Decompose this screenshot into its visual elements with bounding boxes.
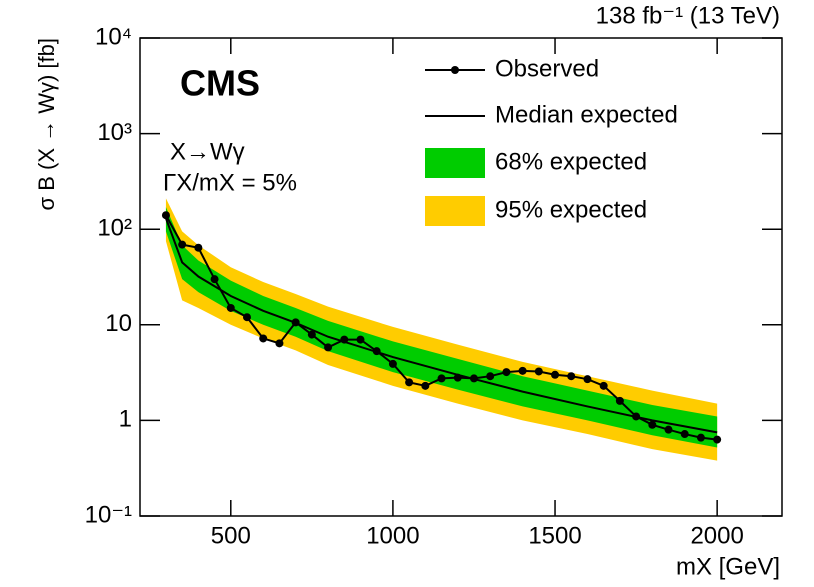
chart-title: 138 fb⁻¹ (13 TeV) xyxy=(596,2,780,29)
observed-point xyxy=(680,430,689,439)
experiment-label: CMS xyxy=(180,63,260,104)
observed-point xyxy=(161,211,170,220)
observed-point xyxy=(259,334,268,343)
observed-point xyxy=(356,335,365,344)
observed-point xyxy=(324,343,333,352)
observed-point xyxy=(469,374,478,383)
observed-point xyxy=(486,372,495,381)
observed-point xyxy=(210,275,219,284)
legend-swatch xyxy=(425,148,485,178)
x-tick-label: 1000 xyxy=(366,522,419,549)
y-tick-label: 10² xyxy=(97,215,132,242)
observed-point xyxy=(648,420,657,429)
plot-frame xyxy=(139,37,783,517)
observed-point xyxy=(388,359,397,368)
y-tick-label: 10 xyxy=(105,310,132,337)
y-tick-label: 10⁴ xyxy=(95,23,132,50)
observed-point xyxy=(275,339,284,348)
observed-point xyxy=(502,368,511,377)
observed-point xyxy=(340,335,349,344)
legend-label: Observed xyxy=(495,55,599,82)
observed-point xyxy=(534,367,543,376)
observed-point xyxy=(615,396,624,405)
y-tick-label: 1 xyxy=(119,406,132,433)
legend-swatch xyxy=(425,196,485,226)
legend-label: Median expected xyxy=(495,101,678,128)
x-tick-label: 1500 xyxy=(528,522,581,549)
observed-point xyxy=(696,433,705,442)
observed-point xyxy=(567,372,576,381)
observed-point xyxy=(664,425,673,434)
x-tick-label: 2000 xyxy=(690,522,743,549)
observed-point xyxy=(518,366,527,375)
annotation: ΓX/mX = 5% xyxy=(163,169,297,196)
observed-point xyxy=(226,303,235,312)
observed-point xyxy=(453,373,462,382)
y-tick-label: 10⁻¹ xyxy=(85,501,132,528)
observed-point xyxy=(194,243,203,252)
y-axis-label: σ B (X → Wγ) [fb] xyxy=(34,38,59,210)
observed-point xyxy=(551,370,560,379)
median-line xyxy=(165,217,718,434)
observed-point xyxy=(372,347,381,356)
observed-point xyxy=(583,375,592,384)
x-tick-label: 500 xyxy=(211,522,251,549)
observed-point xyxy=(632,412,641,421)
observed-point xyxy=(437,374,446,383)
y-tick-label: 10³ xyxy=(97,119,132,146)
observed-point xyxy=(307,330,316,339)
observed-point xyxy=(405,378,414,387)
observed-point xyxy=(421,381,430,390)
annotation: X→Wγ xyxy=(170,138,245,165)
expected-band xyxy=(165,207,718,448)
x-axis-label: mX [GeV] xyxy=(676,553,780,580)
legend-label: 95% expected xyxy=(495,196,647,223)
observed-point xyxy=(243,313,251,322)
observed-point xyxy=(599,381,608,390)
legend-marker xyxy=(451,66,459,74)
observed-point xyxy=(713,435,722,444)
observed-point xyxy=(291,318,300,327)
legend-label: 68% expected xyxy=(495,148,647,175)
observed-point xyxy=(178,240,187,249)
